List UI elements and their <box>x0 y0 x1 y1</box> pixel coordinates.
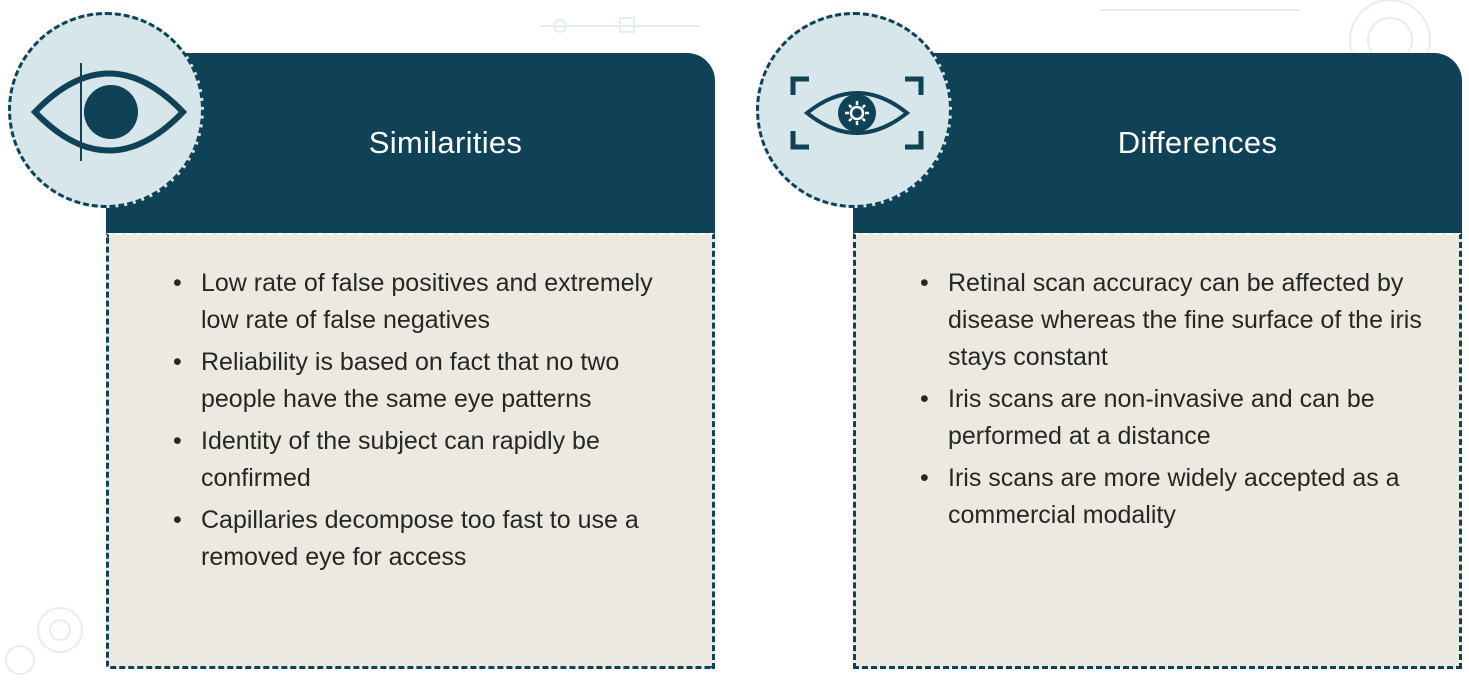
similarities-header: Similarities <box>106 53 715 233</box>
list-item: • Capillaries decompose too fast to use a… <box>167 502 682 576</box>
bullet-icon: • <box>920 269 929 297</box>
differences-badge <box>756 12 952 208</box>
bullet-icon: • <box>173 269 182 297</box>
bullet-icon: • <box>173 506 182 534</box>
similarities-body: • Low rate of false positives and extreme… <box>106 233 715 669</box>
eye-scan-icon <box>790 76 924 150</box>
similarities-badge <box>8 12 204 208</box>
differences-card: Differences • Retinal scan accuracy can b… <box>853 53 1462 669</box>
list-item: • Iris scans are more widely accepted as … <box>914 460 1429 534</box>
list-item: • Iris scans are non-invasive and can be … <box>914 381 1429 455</box>
differences-body: • Retinal scan accuracy can be affected b… <box>853 233 1462 669</box>
bullet-icon: • <box>920 464 929 492</box>
list-item: • Low rate of false positives and extreme… <box>167 265 682 339</box>
list-item: • Reliability is based on fact that no tw… <box>167 344 682 418</box>
similarities-card: Similarities • Low rate of false positive… <box>106 53 715 669</box>
list-item: • Retinal scan accuracy can be affected b… <box>914 265 1429 376</box>
similarities-list: • Low rate of false positives and extreme… <box>167 265 682 581</box>
list-item: • Identity of the subject can rapidly be … <box>167 423 682 497</box>
differences-header: Differences <box>853 53 1462 233</box>
bullet-icon: • <box>920 385 929 413</box>
bullet-icon: • <box>173 348 182 376</box>
differences-list: • Retinal scan accuracy can be affected b… <box>914 265 1429 539</box>
similarities-title: Similarities <box>368 125 523 160</box>
differences-title: Differences <box>1117 125 1278 160</box>
bullet-icon: • <box>173 427 182 455</box>
eye-icon <box>30 63 188 161</box>
